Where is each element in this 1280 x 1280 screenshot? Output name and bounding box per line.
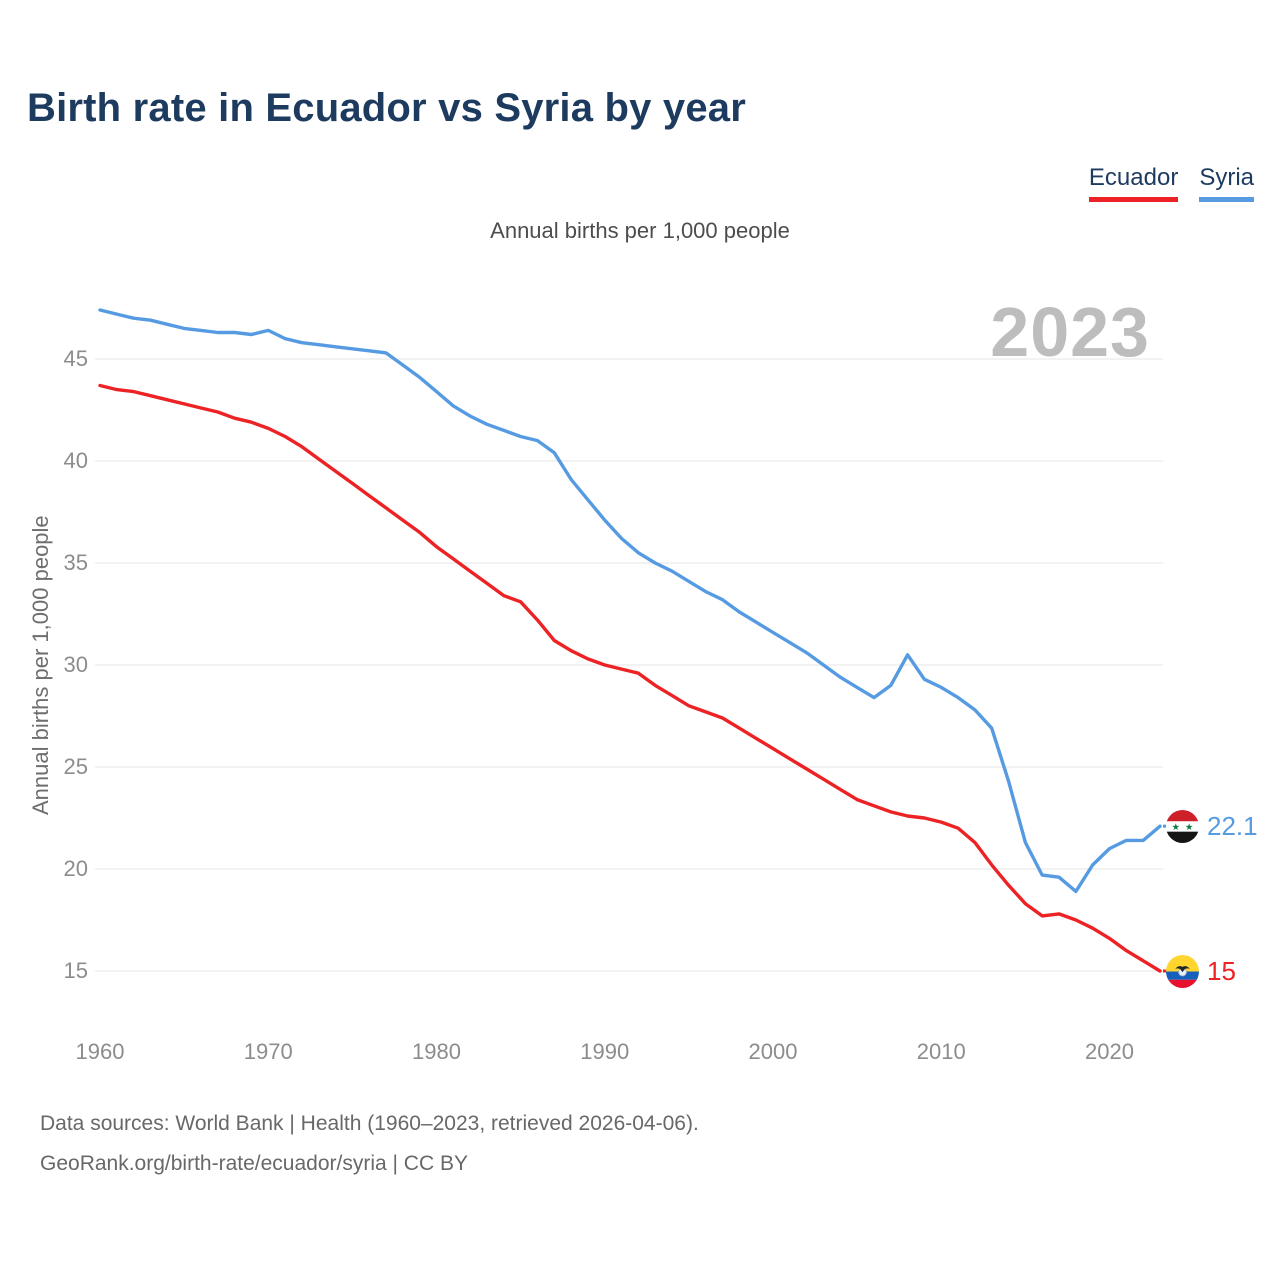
y-tick-label: 20	[63, 856, 88, 881]
page-title: Birth rate in Ecuador vs Syria by year	[27, 86, 747, 130]
footer-sources: Data sources: World Bank | Health (1960–…	[40, 1112, 699, 1135]
footer-attribution: GeoRank.org/birth-rate/ecuador/syria | C…	[40, 1152, 468, 1175]
x-tick-label: 1980	[412, 1039, 461, 1064]
x-tick-label: 1970	[243, 1039, 293, 1064]
series-line-ecuador	[98, 383, 1162, 973]
ecuador-end-value: 15	[1207, 955, 1236, 986]
svg-text:★: ★	[1172, 822, 1180, 833]
x-tick-label: 2010	[916, 1039, 966, 1064]
x-tick-label: 1960	[75, 1039, 125, 1064]
y-tick-label: 40	[63, 448, 88, 473]
syria-flag-icon: ★ ★	[1166, 809, 1199, 843]
y-tick-label: 25	[63, 754, 88, 779]
y-tick-label: 30	[63, 652, 88, 677]
legend: Ecuador Syria	[1088, 164, 1254, 202]
x-tick-label: 2020	[1085, 1039, 1134, 1064]
svg-text:★: ★	[1185, 822, 1193, 833]
series-line-syria	[98, 308, 1162, 894]
y-tick-label: 45	[63, 346, 88, 371]
year-watermark: 2023	[990, 293, 1150, 371]
syria-end-label: ★ ★ 22.1	[1166, 809, 1258, 843]
footer: Data sources: World Bank | Health (1960–…	[40, 1104, 699, 1184]
x-tick-label: 1990	[580, 1039, 630, 1064]
ecuador-flag-icon	[1166, 954, 1199, 988]
legend-item-ecuador[interactable]: Ecuador	[1088, 164, 1179, 202]
y-tick-label: 15	[63, 958, 88, 983]
chart-subtitle: Annual births per 1,000 people	[490, 218, 790, 243]
ecuador-end-label: 15	[1166, 954, 1236, 988]
legend-item-syria[interactable]: Syria	[1199, 164, 1254, 202]
y-tick-label: 35	[63, 550, 88, 575]
x-tick-label: 2000	[748, 1039, 798, 1064]
syria-end-value: 22.1	[1207, 810, 1258, 841]
